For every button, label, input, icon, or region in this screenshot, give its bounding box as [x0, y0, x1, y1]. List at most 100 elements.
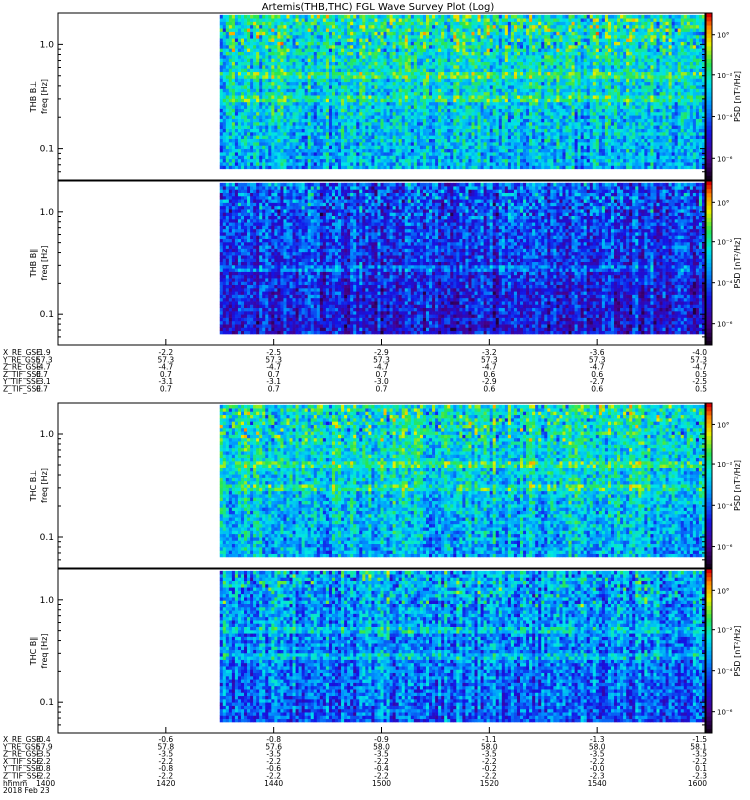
spectrogram-cell	[350, 95, 353, 99]
spectrogram-cell	[429, 125, 432, 129]
spectrogram-cell	[593, 75, 596, 79]
spectrogram-cell	[399, 99, 402, 103]
spectrogram-cell	[302, 92, 305, 96]
spectrogram-cell	[356, 82, 359, 86]
spectrogram-cell	[520, 125, 523, 129]
spectrogram-cell	[675, 88, 678, 92]
spectrogram-cell	[653, 105, 656, 109]
spectrogram-cell	[314, 145, 317, 149]
spectrogram-cell	[456, 122, 459, 126]
spectrogram-cell	[235, 139, 238, 143]
spectrogram-cell	[435, 88, 438, 92]
spectrogram-cell	[641, 88, 644, 92]
spectrogram-cell	[399, 82, 402, 86]
spectrogram-cell	[332, 99, 335, 103]
spectrogram-cell	[462, 152, 465, 156]
spectrogram-cell	[432, 109, 435, 113]
spectrogram-cell	[602, 135, 605, 139]
spectrogram-cell	[599, 165, 602, 169]
spectrogram-cell	[293, 162, 296, 166]
spectrogram-cell	[353, 102, 356, 106]
spectrogram-cell	[511, 165, 514, 169]
spectrogram-cell	[611, 115, 614, 119]
spectrogram-cell	[235, 152, 238, 156]
spectrogram-cell	[441, 112, 444, 116]
spectrogram-cell	[493, 82, 496, 86]
spectrogram-cell	[420, 75, 423, 79]
spectrogram-cell	[244, 65, 247, 69]
spectrogram-cell	[232, 68, 235, 72]
spectrogram-cell	[341, 129, 344, 133]
spectrogram-cell	[490, 142, 493, 146]
spectrogram-cell	[611, 159, 614, 163]
spectrogram-cell	[296, 149, 299, 153]
spectrogram-cell	[247, 145, 250, 149]
spectrogram-cell	[308, 139, 311, 143]
spectrogram-cell	[623, 155, 626, 159]
spectrogram-cell	[468, 162, 471, 166]
spectrogram-cell	[350, 119, 353, 123]
spectrogram-cell	[232, 95, 235, 99]
spectrogram-cell	[232, 165, 235, 169]
spectrogram-cell	[496, 129, 499, 133]
spectrogram-cell	[678, 119, 681, 123]
spectrogram-cell	[584, 102, 587, 106]
spectrogram-cell	[405, 112, 408, 116]
spectrogram-cell	[675, 155, 678, 159]
spectrogram-cell	[508, 165, 511, 169]
spectrogram-cell	[672, 159, 675, 163]
spectrogram-cell	[663, 68, 666, 72]
spectrogram-cell	[471, 165, 474, 169]
spectrogram-cell	[593, 109, 596, 113]
spectrogram-cell	[368, 88, 371, 92]
spectrogram-cell	[274, 125, 277, 129]
spectrogram-cell	[359, 65, 362, 69]
spectrogram-cell	[393, 142, 396, 146]
spectrogram-cell	[387, 129, 390, 133]
spectrogram-cell	[559, 72, 562, 76]
spectrogram-cell	[623, 149, 626, 153]
spectrogram-cell	[617, 159, 620, 163]
spectrogram-cell	[402, 119, 405, 123]
spectrogram-cell	[556, 99, 559, 103]
spectrogram-cell	[468, 149, 471, 153]
spectrogram-cell	[468, 152, 471, 156]
spectrogram-cell	[520, 155, 523, 159]
spectrogram-cell	[599, 155, 602, 159]
spectrogram-cell	[699, 82, 702, 86]
spectrogram-cell	[302, 82, 305, 86]
spectrogram-cell	[620, 139, 623, 143]
spectrogram-cell	[644, 109, 647, 113]
spectrogram-cell	[405, 122, 408, 126]
spectrogram-cell	[256, 82, 259, 86]
spectrogram-cell	[644, 162, 647, 166]
spectrogram-cell	[259, 62, 262, 66]
spectrogram-cell	[277, 102, 280, 106]
spectrogram-cell	[320, 105, 323, 109]
spectrogram-cell	[359, 105, 362, 109]
spectrogram-cell	[478, 82, 481, 86]
spectrogram-cell	[493, 92, 496, 96]
spectrogram-cell	[541, 85, 544, 89]
spectrogram-cell	[408, 159, 411, 163]
spectrogram-cell	[311, 65, 314, 69]
spectrogram-cell	[538, 165, 541, 169]
spectrogram-cell	[660, 82, 663, 86]
spectrogram-cell	[408, 155, 411, 159]
spectrogram-cell	[362, 92, 365, 96]
spectrogram-cell	[681, 145, 684, 149]
spectrogram-cell	[317, 65, 320, 69]
spectrogram-cell	[499, 75, 502, 79]
spectrogram-cell	[453, 88, 456, 92]
spectrogram-cell	[405, 105, 408, 109]
spectrogram-cell	[359, 139, 362, 143]
spectrogram-cell	[326, 155, 329, 159]
spectrogram-cell	[478, 65, 481, 69]
spectrogram-cell	[274, 102, 277, 106]
spectrogram-cell	[274, 68, 277, 72]
spectrogram-cell	[302, 125, 305, 129]
spectrogram-cell	[238, 109, 241, 113]
spectrogram-cell	[499, 92, 502, 96]
spectrogram-cell	[341, 142, 344, 146]
spectrogram-cell	[647, 102, 650, 106]
